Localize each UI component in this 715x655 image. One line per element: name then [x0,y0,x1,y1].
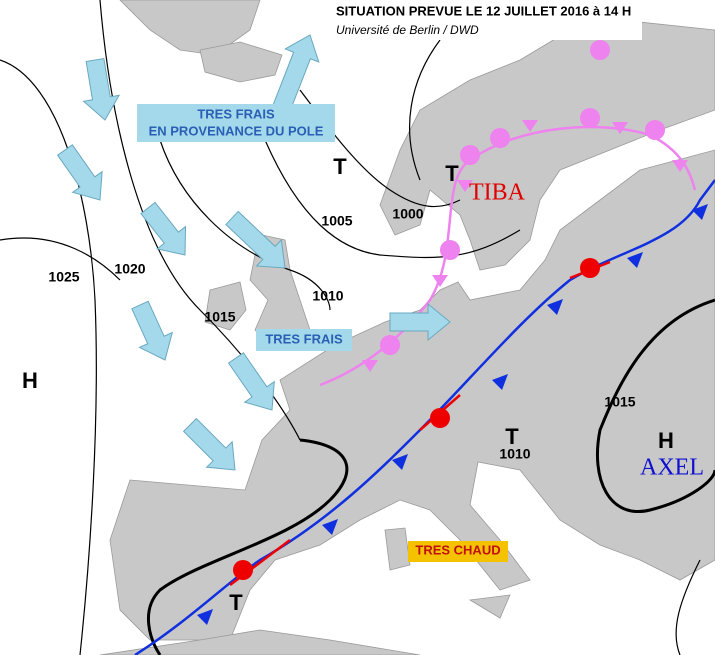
isobar [0,237,121,281]
isobar [409,39,441,181]
front-triangle [492,374,508,390]
isobar [595,298,715,513]
wind-arrow [131,300,174,361]
title: SITUATION PREVUE LE 12 JUILLET 2016 à 14… [336,3,631,18]
annotation-text: TRES FRAIS [265,331,343,346]
iceland [199,41,283,83]
front-triangle [362,360,378,372]
wind-arrow [225,210,286,269]
front-triangle [547,299,563,315]
front-bulge [645,120,665,140]
isobar-label: 1015 [604,394,635,410]
front-bulge [430,408,450,428]
front-triangle [672,160,688,172]
front-triangle [627,252,643,268]
front-triangle [392,454,408,470]
subtitle: Université de Berlin / DWD [336,23,479,37]
front-triangle [197,609,213,625]
land [99,0,715,655]
annotation-text: TRES FRAIS [197,106,275,121]
wind-arrow [140,201,187,256]
wind-arrow [270,34,320,116]
front-triangle [432,275,448,287]
front-bulge [580,108,600,128]
front-bulge [233,560,253,580]
low-center: T [505,424,519,449]
low-center: T [333,154,347,179]
front-triangle [612,122,628,134]
front-bulge [380,335,400,355]
annotation-text: TRES CHAUD [415,542,500,557]
front-triangle [522,120,538,132]
isobar [675,559,701,655]
isobar-label: 1000 [392,206,423,222]
annotation-text: EN PROVENANCE DU POLE [149,123,324,138]
wind-arrow [389,302,451,342]
annotation-box [256,329,352,351]
sardinia [384,527,411,571]
isobar [0,59,97,655]
front-bulge [590,40,610,60]
front-bulge [580,258,600,278]
isobar [264,139,521,259]
low-center: T [229,590,243,615]
high-center: H [22,368,38,393]
wind-arrow [182,417,236,471]
low-name: TIBA [469,180,526,206]
high-center: H [658,428,674,453]
front-triangle [457,180,473,192]
front-triangle [322,519,338,535]
wind-arrow [56,144,103,201]
front-bulge [490,128,510,148]
front-symbols [197,40,708,625]
isobar-label: 1010 [312,288,343,304]
isobar [146,438,349,655]
sicily [468,594,511,619]
header-bg [330,0,642,40]
isobar-label: 1025 [48,269,79,285]
annotation-box [137,104,335,142]
wind-arrow [227,352,275,411]
wind-arrow [82,57,121,121]
high-name: AXEL [640,455,704,481]
scandinavia [379,19,715,271]
isobar-label: 1020 [114,261,145,277]
isobar-label: 1010 [499,446,530,462]
front-bulge [460,145,480,165]
isobar [99,0,301,441]
front-bulge [440,240,460,260]
isobar-label: 1005 [321,213,352,229]
isobar-label: 1015 [204,309,235,325]
wind-arrows [56,34,451,471]
africa [99,629,421,655]
low-center: T [445,161,459,186]
annotation-box [408,541,508,562]
front-triangle [692,204,708,220]
